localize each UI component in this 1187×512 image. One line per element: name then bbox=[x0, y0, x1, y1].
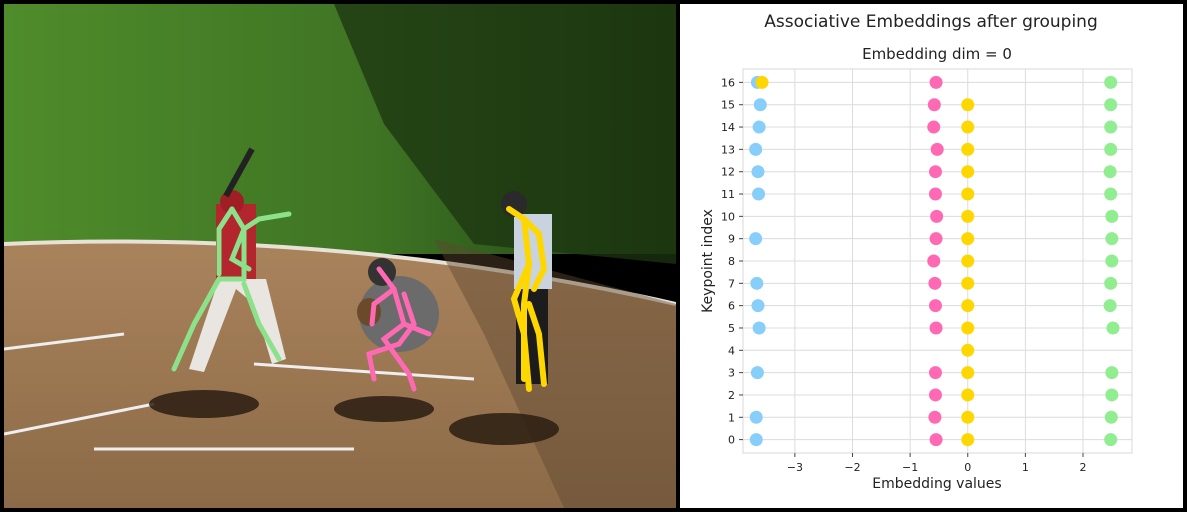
data-point-person-pink bbox=[930, 209, 944, 223]
data-point-person-pink bbox=[928, 165, 942, 179]
data-point-person-yellow bbox=[961, 299, 975, 313]
y-tick-label: 14 bbox=[721, 121, 735, 134]
y-tick-label: 2 bbox=[728, 389, 735, 402]
y-tick-label: 7 bbox=[728, 277, 735, 290]
catcher-figure-icon bbox=[357, 258, 439, 392]
x-tick-label: −1 bbox=[902, 461, 918, 474]
x-tick-label: −3 bbox=[787, 461, 803, 474]
data-point-person-green bbox=[1103, 299, 1117, 313]
baseball-photo bbox=[4, 4, 676, 508]
data-point-person-blue bbox=[749, 142, 763, 156]
data-point-person-pink bbox=[928, 187, 942, 201]
data-point-person-pink bbox=[927, 98, 941, 112]
data-point-person-blue bbox=[750, 366, 764, 380]
data-point-person-yellow bbox=[961, 388, 975, 402]
data-point-person-blue bbox=[752, 120, 766, 134]
data-point-person-yellow bbox=[961, 343, 975, 357]
data-point-person-yellow bbox=[961, 321, 975, 335]
data-point-person-green bbox=[1104, 433, 1118, 447]
x-tick-label: 2 bbox=[1080, 461, 1087, 474]
data-point-person-green bbox=[1104, 75, 1118, 89]
data-point-person-green bbox=[1104, 276, 1118, 290]
data-point-person-green bbox=[1105, 232, 1119, 246]
data-point-person-yellow bbox=[961, 410, 975, 424]
y-tick-label: 12 bbox=[721, 166, 735, 179]
data-point-person-green bbox=[1105, 209, 1119, 223]
data-point-person-green bbox=[1105, 388, 1119, 402]
data-point-person-pink bbox=[928, 388, 942, 402]
embedding-scatter-chart: Associative Embeddings after grouping Em… bbox=[700, 12, 1133, 492]
data-point-person-pink bbox=[929, 321, 943, 335]
data-point-person-yellow bbox=[961, 254, 975, 268]
data-point-person-pink bbox=[927, 120, 941, 134]
data-point-person-green bbox=[1104, 142, 1118, 156]
y-tick-label: 11 bbox=[721, 188, 735, 201]
y-tick-label: 3 bbox=[728, 367, 735, 380]
data-point-person-green bbox=[1105, 254, 1119, 268]
data-point-person-green bbox=[1104, 187, 1118, 201]
data-point-person-pink bbox=[928, 276, 942, 290]
data-point-person-pink bbox=[929, 232, 943, 246]
data-point-person-yellow bbox=[961, 98, 975, 112]
data-point-person-yellow bbox=[961, 276, 975, 290]
data-point-person-pink bbox=[928, 299, 942, 313]
chart-panel: Associative Embeddings after grouping Em… bbox=[680, 4, 1183, 508]
y-tick-label: 16 bbox=[721, 76, 735, 89]
baseball-scene-icon bbox=[4, 4, 676, 508]
y-tick-label: 6 bbox=[728, 300, 735, 313]
data-point-person-yellow bbox=[961, 433, 975, 447]
data-point-person-blue bbox=[750, 276, 764, 290]
data-point-person-green bbox=[1106, 321, 1120, 335]
data-point-person-yellow bbox=[961, 120, 975, 134]
data-point-person-yellow bbox=[961, 366, 975, 380]
x-tick-label: 1 bbox=[1022, 461, 1029, 474]
data-point-person-blue bbox=[752, 321, 766, 335]
data-point-person-pink bbox=[929, 433, 943, 447]
y-tick-label: 5 bbox=[728, 322, 735, 335]
data-point-person-blue bbox=[749, 410, 763, 424]
chart-title: Embedding dim = 0 bbox=[862, 45, 1012, 63]
y-tick-label: 13 bbox=[721, 143, 735, 156]
y-tick-label: 4 bbox=[728, 344, 735, 357]
data-point-person-green bbox=[1104, 98, 1118, 112]
data-point-person-yellow bbox=[755, 75, 769, 89]
batter-figure-icon bbox=[171, 147, 292, 372]
data-point-person-yellow bbox=[961, 209, 975, 223]
data-point-person-green bbox=[1104, 120, 1118, 134]
data-point-person-blue bbox=[751, 299, 765, 313]
data-point-person-yellow bbox=[961, 232, 975, 246]
umpire-figure-icon bbox=[501, 191, 552, 392]
data-points bbox=[749, 75, 1120, 447]
y-tick-label: 8 bbox=[728, 255, 735, 268]
y-tick-label: 15 bbox=[721, 99, 735, 112]
data-point-person-yellow bbox=[961, 165, 975, 179]
data-point-person-pink bbox=[929, 75, 943, 89]
y-tick-label: 10 bbox=[721, 210, 735, 223]
data-point-person-green bbox=[1103, 165, 1117, 179]
data-point-person-blue bbox=[749, 433, 763, 447]
data-point-person-blue bbox=[752, 187, 766, 201]
y-tick-label: 0 bbox=[728, 434, 735, 447]
y-axis-label: Keypoint index bbox=[700, 209, 716, 313]
x-axis-label: Embedding values bbox=[872, 476, 1001, 492]
data-point-person-blue bbox=[749, 232, 763, 246]
chart-suptitle: Associative Embeddings after grouping bbox=[764, 12, 1098, 32]
data-point-person-blue bbox=[751, 165, 765, 179]
data-point-person-blue bbox=[753, 98, 767, 112]
data-point-person-green bbox=[1105, 366, 1119, 380]
data-point-person-pink bbox=[927, 254, 941, 268]
y-tick-label: 9 bbox=[728, 233, 735, 246]
data-point-person-pink bbox=[928, 410, 942, 424]
x-tick-label: −2 bbox=[844, 461, 860, 474]
data-point-person-yellow bbox=[961, 142, 975, 156]
data-point-person-green bbox=[1104, 410, 1118, 424]
data-point-person-pink bbox=[930, 142, 944, 156]
data-point-person-pink bbox=[928, 366, 942, 380]
data-point-person-yellow bbox=[961, 187, 975, 201]
y-tick-label: 1 bbox=[728, 411, 735, 424]
x-tick-label: 0 bbox=[964, 461, 971, 474]
